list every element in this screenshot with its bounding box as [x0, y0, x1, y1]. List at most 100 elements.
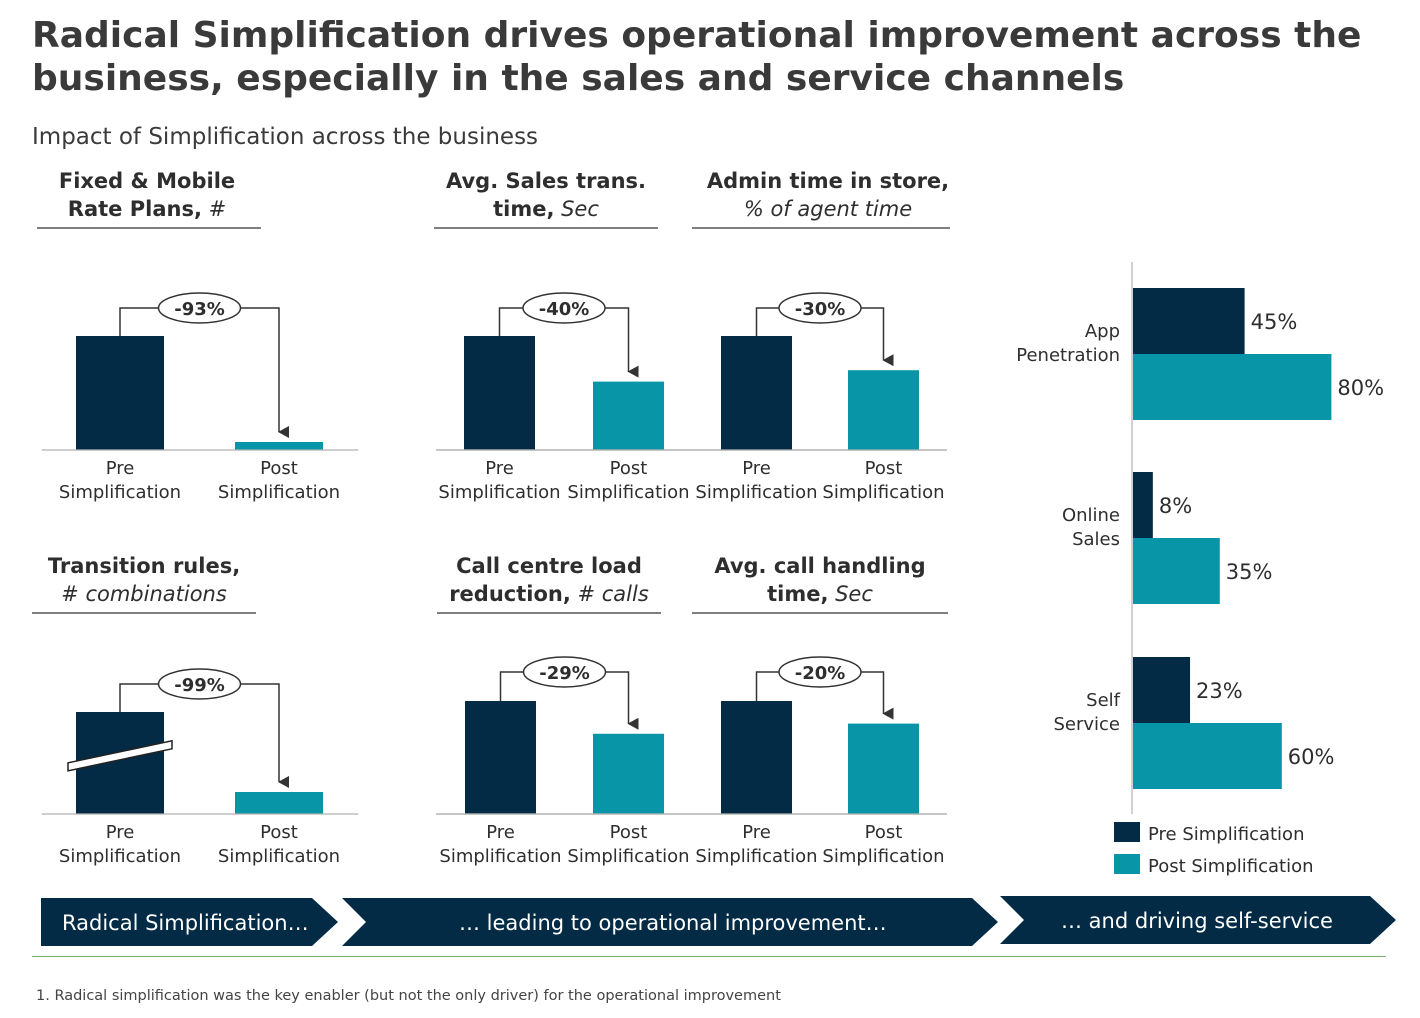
change-label: -93%: [174, 299, 225, 320]
post-category-label: Simplification: [567, 482, 689, 503]
bar-post: [235, 442, 323, 450]
post-category-label: Simplification: [218, 482, 340, 503]
change-label: -99%: [174, 675, 225, 696]
legend-label: Pre Simplification: [1148, 824, 1304, 845]
post-category-label: Simplification: [822, 846, 944, 867]
chart-1-title-line-2: Rate Plans, #: [68, 197, 226, 221]
chart-channels: 45% 80% App Penetration 8% 35% Online Sales 23% 6…: [1016, 262, 1384, 877]
change-label: -30%: [795, 299, 846, 320]
pre-category-label: Pre: [486, 822, 515, 843]
bar-pre: [465, 701, 536, 814]
pre-category-label: Simplification: [695, 482, 817, 503]
chevron-2: [342, 898, 998, 946]
post-category-label: Post: [610, 822, 648, 843]
bar-post: [848, 370, 919, 450]
page-title-line-2: business, especially in the sales and se…: [32, 58, 1125, 99]
hbar-pre: [1133, 288, 1245, 354]
change-label: -40%: [539, 299, 590, 320]
change-badge: [522, 292, 606, 324]
change-label: -29%: [539, 663, 590, 684]
pre-category-label: Pre: [742, 822, 771, 843]
pre-category-label: Simplification: [695, 846, 817, 867]
hbar-value-label: 60%: [1288, 745, 1335, 769]
chart-6-title-line-1: Avg. call handling: [714, 554, 925, 578]
post-category-label: Post: [865, 458, 903, 479]
hbar-pre: [1133, 657, 1191, 723]
legend-label: Post Simplification: [1148, 856, 1314, 877]
hbar-value-label: 23%: [1196, 679, 1243, 703]
chevron-3: [1000, 896, 1396, 944]
change-label: -20%: [795, 663, 846, 684]
post-category-label: Simplification: [822, 482, 944, 503]
chart-5-title-line-2: reduction, # calls: [449, 582, 649, 606]
chart-1: Fixed & Mobile Rate Plans, # -93% Pre Simpli…: [37, 169, 358, 503]
pre-category-label: Simplification: [59, 846, 181, 867]
page-title: Radical Simplification drives operationa…: [32, 14, 1402, 100]
channel-category-label: Online: [1062, 505, 1120, 526]
axis-break-mark: [67, 739, 173, 772]
chart-4: Transition rules, # combinations -99% Pre Si…: [32, 554, 358, 867]
post-category-label: Post: [610, 458, 648, 479]
pre-category-label: Pre: [106, 822, 135, 843]
pre-category-label: Pre: [106, 458, 135, 479]
chart-6-title-line-2: time, Sec: [767, 582, 873, 606]
hbar-value-label: 8%: [1159, 494, 1192, 518]
channel-category-label: Self: [1086, 690, 1121, 711]
change-badge: [157, 292, 242, 324]
hbar-value-label: 80%: [1337, 376, 1384, 400]
post-category-label: Post: [865, 822, 903, 843]
change-badge: [778, 292, 862, 324]
chart-5-title-line-1: Call centre load: [456, 554, 642, 578]
hbar-post: [1133, 354, 1332, 420]
post-category-label: Simplification: [218, 846, 340, 867]
channel-category-label: App: [1085, 321, 1120, 342]
bar-post: [593, 381, 664, 450]
footer-divider: [32, 956, 1386, 957]
footnote: 1. Radical simplification was the key en…: [36, 988, 781, 1004]
bar-pre: [721, 701, 792, 814]
hbar-value-label: 35%: [1226, 560, 1273, 584]
bar-pre: [76, 336, 164, 450]
chevron-label-1: Radical Simplification…: [62, 911, 309, 935]
channel-category-label: Penetration: [1016, 345, 1120, 366]
hbar-value-label: 45%: [1251, 310, 1298, 334]
pre-category-label: Pre: [485, 458, 514, 479]
chart-2: Avg. Sales trans. time, Sec -40% Pre Simplif…: [434, 169, 947, 503]
chart-3-title-line-2: % of agent time: [744, 197, 912, 221]
change-badge: [157, 668, 242, 700]
hbar-post: [1133, 723, 1282, 789]
chart-4-title-line-1: Transition rules,: [48, 554, 240, 578]
bar-post: [235, 792, 323, 814]
page-subtitle: Impact of Simplification across the busi…: [32, 124, 539, 150]
channel-category-label: Service: [1053, 714, 1120, 735]
chart-2-title-line-2: time, Sec: [493, 197, 599, 221]
bar-post: [593, 733, 664, 814]
post-category-label: Post: [260, 822, 298, 843]
chevron-label-2: … leading to operational improvement…: [459, 911, 887, 935]
chart-1-title-line-1: Fixed & Mobile: [59, 169, 235, 193]
pre-category-label: Simplification: [59, 482, 181, 503]
channel-category-label: Sales: [1072, 529, 1120, 550]
chevron-1: [41, 898, 338, 946]
change-badge: [778, 656, 862, 688]
chart-6: Avg. call handling time, Sec -20% Pre Simpli…: [436, 554, 948, 867]
page-title-line-1: Radical Simplification drives operationa…: [32, 15, 1362, 56]
hbar-post: [1133, 538, 1220, 604]
bar-pre: [464, 336, 535, 450]
change-badge: [522, 656, 607, 688]
chevron-label-3: … and driving self-service: [1061, 909, 1333, 933]
chart-2-title-line-1: Avg. Sales trans.: [446, 169, 646, 193]
pre-category-label: Simplification: [438, 482, 560, 503]
post-category-label: Post: [260, 458, 298, 479]
chart-4-title-line-2: # combinations: [61, 582, 227, 606]
bar-pre: [721, 336, 792, 450]
legend-swatch-post: [1114, 854, 1140, 874]
pre-category-label: Simplification: [439, 846, 561, 867]
hbar-pre: [1133, 472, 1153, 538]
legend-swatch-pre: [1114, 822, 1140, 842]
chart-3-title-line-1: Admin time in store,: [707, 169, 949, 193]
chart-3: Admin time in store, % of agent time -30% P…: [436, 169, 950, 503]
chevron-banner: [41, 896, 1396, 946]
pre-category-label: Pre: [742, 458, 771, 479]
